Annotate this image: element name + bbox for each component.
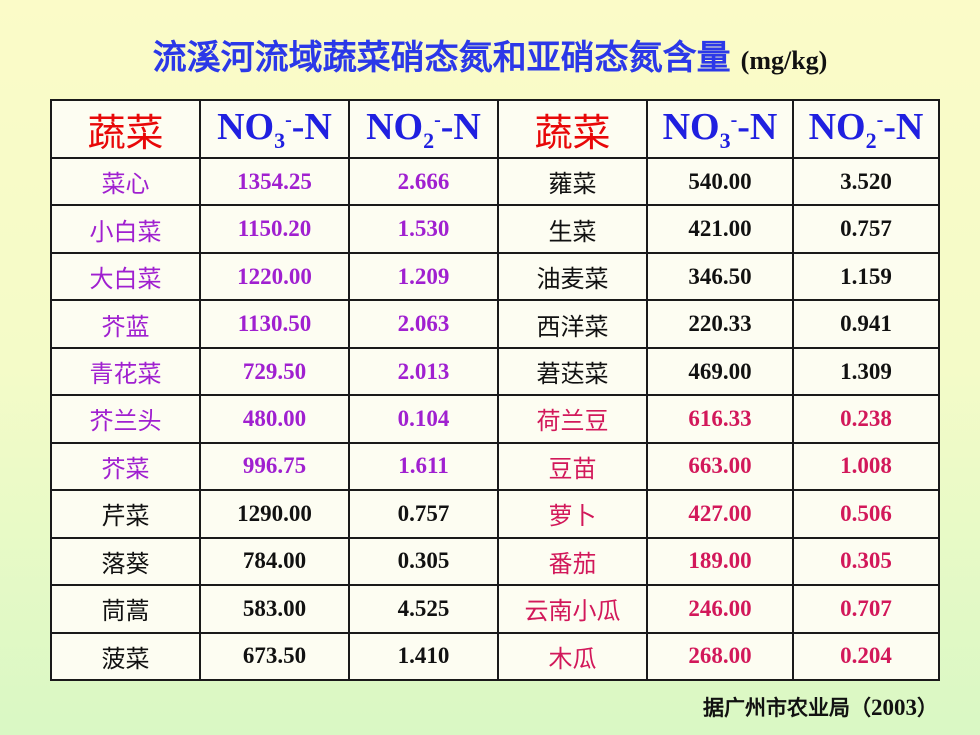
table-row: 落葵 784.00 0.305 番茄 189.00 0.305 xyxy=(50,536,940,587)
vegetable-name-left: 茼蒿 xyxy=(50,584,201,634)
no3-value-left: 1150.20 xyxy=(199,204,350,254)
no2-value-left: 1.410 xyxy=(348,631,499,682)
no3-value-right: 220.33 xyxy=(646,299,794,349)
no2-value-right: 0.238 xyxy=(792,394,940,444)
no2-value-right: 0.506 xyxy=(792,489,940,539)
no2-value-left: 2.013 xyxy=(348,346,499,397)
vegetable-name-left: 芥蓝 xyxy=(50,299,201,349)
vegetable-name-right: 蕹菜 xyxy=(497,156,648,207)
no3-value-left: 1130.50 xyxy=(199,299,350,349)
title-main: 流溪河流域蔬菜硝态氮和亚硝态氮含量 xyxy=(152,38,731,78)
no2-value-left: 1.530 xyxy=(348,204,499,254)
no3-value-right: 540.00 xyxy=(646,156,794,207)
no3-value-left: 673.50 xyxy=(199,631,350,682)
vegetable-name-right: 荷兰豆 xyxy=(497,394,648,444)
vegetable-name-right: 生菜 xyxy=(497,204,648,254)
no3-value-right: 663.00 xyxy=(646,441,794,492)
vegetable-name-left: 青花菜 xyxy=(50,346,201,397)
no2-value-left: 1.209 xyxy=(348,251,499,302)
no2-value-left: 0.757 xyxy=(348,489,499,539)
vegetable-name-right: 莙荙菜 xyxy=(497,346,648,397)
table-row: 芥兰头 480.00 0.104 荷兰豆 616.33 0.238 xyxy=(50,394,940,444)
header-vegetable-right: 蔬菜 xyxy=(497,99,648,159)
no2-value-left: 2.666 xyxy=(348,156,499,207)
slide-title: 流溪河流域蔬菜硝态氮和亚硝态氮含量 (mg/kg) xyxy=(0,30,980,79)
no2-value-right: 0.204 xyxy=(792,631,940,682)
table-row: 小白菜 1150.20 1.530 生菜 421.00 0.757 xyxy=(50,204,940,254)
no2-value-left: 0.305 xyxy=(348,536,499,587)
no2-value-right: 1.008 xyxy=(792,441,940,492)
vegetable-name-right: 油麦菜 xyxy=(497,251,648,302)
no2-value-right: 3.520 xyxy=(792,156,940,207)
no2-value-left: 2.063 xyxy=(348,299,499,349)
no2-value-right: 0.707 xyxy=(792,584,940,634)
header-no3-left: NO3--N xyxy=(199,99,350,159)
vegetable-name-left: 大白菜 xyxy=(50,251,201,302)
no2-value-right: 1.309 xyxy=(792,346,940,397)
table-row: 芥菜 996.75 1.611 豆苗 663.00 1.008 xyxy=(50,441,940,492)
vegetable-name-left: 芹菜 xyxy=(50,489,201,539)
no3-value-left: 583.00 xyxy=(199,584,350,634)
header-no2-right: NO2--N xyxy=(792,99,940,159)
vegetable-name-left: 菠菜 xyxy=(50,631,201,682)
no2-value-right: 1.159 xyxy=(792,251,940,302)
table-row: 芥蓝 1130.50 2.063 西洋菜 220.33 0.941 xyxy=(50,299,940,349)
no3-value-left: 1290.00 xyxy=(199,489,350,539)
no2-value-left: 1.611 xyxy=(348,441,499,492)
table-row: 菠菜 673.50 1.410 木瓜 268.00 0.204 xyxy=(50,631,940,682)
nitrate-table: 蔬菜 NO3--N NO2--N 蔬菜 NO3--N NO2--N 菜心 1354… xyxy=(50,99,940,682)
header-no2-left: NO2--N xyxy=(348,99,499,159)
vegetable-name-right: 云南小瓜 xyxy=(497,584,648,634)
table-body: 菜心 1354.25 2.666 蕹菜 540.00 3.520 小白菜 1150.20 1.5… xyxy=(50,156,940,682)
vegetable-name-right: 豆苗 xyxy=(497,441,648,492)
table-row: 大白菜 1220.00 1.209 油麦菜 346.50 1.159 xyxy=(50,251,940,302)
table-row: 茼蒿 583.00 4.525 云南小瓜 246.00 0.707 xyxy=(50,584,940,634)
no3-value-left: 784.00 xyxy=(199,536,350,587)
source-note: 据广州市农业局（2003） xyxy=(703,695,938,720)
no2-value-right: 0.305 xyxy=(792,536,940,587)
vegetable-name-left: 芥菜 xyxy=(50,441,201,492)
no3-value-right: 268.00 xyxy=(646,631,794,682)
table-row: 青花菜 729.50 2.013 莙荙菜 469.00 1.309 xyxy=(50,346,940,397)
no3-value-left: 1354.25 xyxy=(199,156,350,207)
header-vegetable-left: 蔬菜 xyxy=(50,99,201,159)
no2-value-left: 4.525 xyxy=(348,584,499,634)
header-row: 蔬菜 NO3--N NO2--N 蔬菜 NO3--N NO2--N xyxy=(50,99,940,159)
no3-value-left: 729.50 xyxy=(199,346,350,397)
no3-value-right: 421.00 xyxy=(646,204,794,254)
no3-value-right: 427.00 xyxy=(646,489,794,539)
vegetable-name-left: 菜心 xyxy=(50,156,201,207)
no3-value-left: 996.75 xyxy=(199,441,350,492)
header-no3-right: NO3--N xyxy=(646,99,794,159)
vegetable-name-right: 番茄 xyxy=(497,536,648,587)
vegetable-name-right: 西洋菜 xyxy=(497,299,648,349)
no2-value-left: 0.104 xyxy=(348,394,499,444)
no3-value-left: 480.00 xyxy=(199,394,350,444)
table-row: 菜心 1354.25 2.666 蕹菜 540.00 3.520 xyxy=(50,156,940,207)
title-unit: (mg/kg) xyxy=(740,46,828,75)
vegetable-name-left: 小白菜 xyxy=(50,204,201,254)
no3-value-right: 469.00 xyxy=(646,346,794,397)
no2-value-right: 0.757 xyxy=(792,204,940,254)
vegetable-name-right: 萝卜 xyxy=(497,489,648,539)
no3-value-left: 1220.00 xyxy=(199,251,350,302)
no2-value-right: 0.941 xyxy=(792,299,940,349)
no3-value-right: 616.33 xyxy=(646,394,794,444)
no3-value-right: 189.00 xyxy=(646,536,794,587)
no3-value-right: 346.50 xyxy=(646,251,794,302)
table-row: 芹菜 1290.00 0.757 萝卜 427.00 0.506 xyxy=(50,489,940,539)
vegetable-name-right: 木瓜 xyxy=(497,631,648,682)
vegetable-name-left: 芥兰头 xyxy=(50,394,201,444)
vegetable-name-left: 落葵 xyxy=(50,536,201,587)
no3-value-right: 246.00 xyxy=(646,584,794,634)
